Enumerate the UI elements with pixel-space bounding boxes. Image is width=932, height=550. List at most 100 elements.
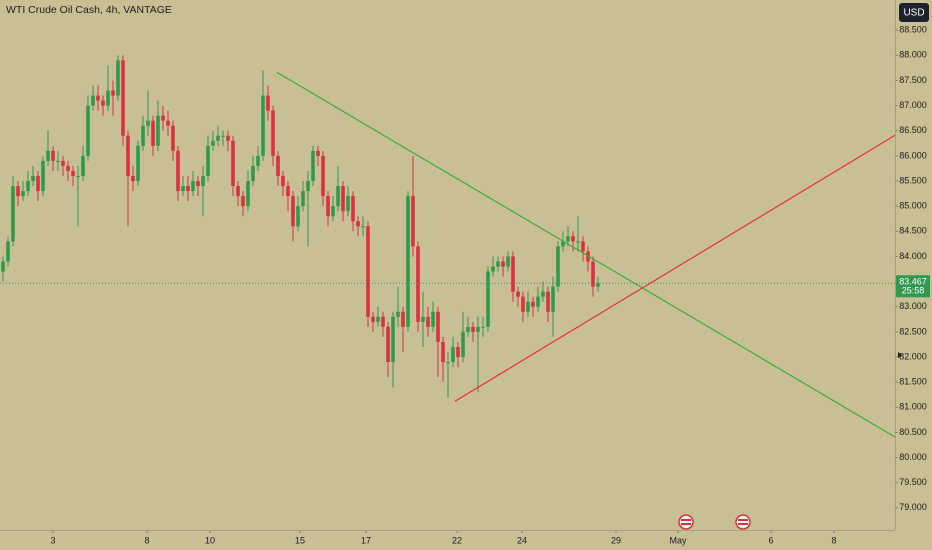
candle-body <box>241 196 245 207</box>
y-tick-label: 79.500 <box>899 477 927 487</box>
candle-body <box>226 135 230 141</box>
candle-body <box>206 145 210 176</box>
event-flag[interactable] <box>735 514 751 530</box>
candle-body <box>536 296 540 307</box>
candle-body <box>591 261 595 287</box>
candle-body <box>306 181 310 192</box>
candle-body <box>11 186 15 242</box>
candle-body <box>81 155 85 176</box>
candle-body <box>301 191 305 207</box>
candle-body <box>221 135 225 137</box>
candle-body <box>486 271 490 327</box>
candle-body <box>196 181 200 187</box>
candle-body <box>296 206 300 227</box>
candle-body <box>336 186 340 207</box>
candle-body <box>356 221 360 227</box>
candle-body <box>111 90 115 96</box>
candle-body <box>421 316 425 322</box>
candle-body <box>456 346 460 358</box>
candle-body <box>286 186 290 197</box>
currency-label[interactable]: USD <box>903 8 924 19</box>
countdown-label: 25:58 <box>902 286 925 296</box>
y-tick-label: 88.000 <box>899 50 927 60</box>
last-price-label: 83.467 <box>899 277 927 287</box>
candle-body <box>441 341 445 363</box>
candle-body <box>216 135 220 141</box>
candle-body <box>396 311 400 317</box>
candle-body <box>351 196 355 222</box>
candle-body <box>581 241 585 252</box>
y-tick-label: 79.000 <box>899 502 927 512</box>
candle-body <box>576 241 580 243</box>
candle-body <box>176 150 180 192</box>
candle-body <box>596 283 600 287</box>
candle-body <box>326 196 330 217</box>
candle-body <box>451 346 455 363</box>
y-tick-label: 81.500 <box>899 377 927 387</box>
candle-body <box>76 175 80 177</box>
candle-body <box>521 296 525 312</box>
candle-body <box>261 95 265 156</box>
candle-body <box>466 326 470 332</box>
candle-body <box>276 155 280 176</box>
y-tick-label: 88.500 <box>899 25 927 35</box>
x-tick-label: 17 <box>361 535 371 545</box>
x-tick-label: 6 <box>768 535 773 545</box>
candle-body <box>141 125 145 146</box>
candle-body <box>476 326 480 332</box>
candle-body <box>41 160 45 192</box>
y-tick-label: 84.000 <box>899 251 927 261</box>
candle-body <box>171 125 175 151</box>
candle-body <box>256 155 260 166</box>
candle-body <box>161 115 165 121</box>
candle-body <box>471 326 475 332</box>
candle-body <box>516 291 520 297</box>
candle-body <box>551 286 555 312</box>
y-tick-label: 85.500 <box>899 175 927 185</box>
candle-body <box>166 120 170 126</box>
x-tick-label: 22 <box>452 535 462 545</box>
candle-body <box>496 261 500 267</box>
candle-body <box>526 301 530 312</box>
y-tick-label: 82.500 <box>899 326 927 336</box>
candle-body <box>71 170 75 176</box>
x-tick-label: 15 <box>295 535 305 545</box>
candle-body <box>131 175 135 182</box>
candle-body <box>66 165 70 171</box>
y-tick-label: 86.500 <box>899 125 927 135</box>
candle-body <box>386 326 390 363</box>
candle-body <box>556 246 560 287</box>
candle-body <box>446 362 450 364</box>
candle-body <box>31 175 35 182</box>
candle-body <box>21 191 25 197</box>
candle-body <box>546 291 550 312</box>
currency-button[interactable] <box>899 3 929 22</box>
candle-body <box>411 196 415 247</box>
candle-body <box>106 90 110 106</box>
candle-body <box>126 135 130 176</box>
candle-body <box>316 150 320 156</box>
y-tick-label: 87.500 <box>899 75 927 85</box>
chart-title: WTI Crude Oil Cash, 4h, VANTAGE <box>6 4 172 16</box>
candle-body <box>121 60 125 136</box>
candle-body <box>381 316 385 327</box>
candle-body <box>26 181 30 192</box>
candle-body <box>426 316 430 327</box>
candle-body <box>481 326 485 328</box>
candle-body <box>561 241 565 247</box>
candle-body <box>61 160 65 166</box>
y-tick-label: 87.000 <box>899 100 927 110</box>
candle-body <box>571 236 575 242</box>
x-tick-label: 8 <box>144 535 149 545</box>
x-tick-label: 29 <box>611 535 621 545</box>
candle-body <box>1 261 5 272</box>
trend-line <box>454 134 895 402</box>
candle-body <box>191 181 195 192</box>
candle-body <box>181 186 185 192</box>
candle-body <box>91 95 95 106</box>
event-flag[interactable] <box>678 514 694 530</box>
candle-body <box>186 186 190 192</box>
y-tick-label: 80.500 <box>899 427 927 437</box>
x-tick-label: May <box>669 535 687 545</box>
